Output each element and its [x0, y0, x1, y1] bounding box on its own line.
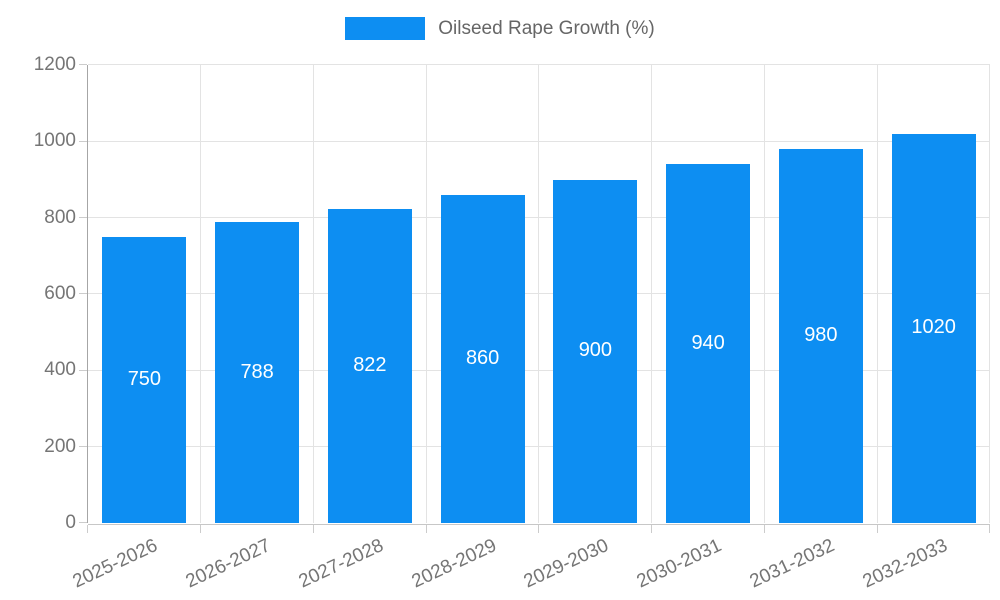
bar-value-label: 940 [691, 331, 725, 354]
y-axis-line [86, 65, 88, 523]
x-gridline [763, 65, 765, 523]
legend-label: Oilseed Rape Growth (%) [438, 18, 655, 39]
x-gridline [651, 65, 652, 523]
x-tick-mark [425, 524, 427, 533]
bar-value-label: 980 [804, 323, 838, 346]
bar-value-label: 750 [127, 367, 162, 390]
x-tick-label: 2025-2026 [70, 535, 162, 593]
y-gridline [88, 64, 990, 66]
x-gridline [538, 65, 540, 523]
x-tick-mark [651, 524, 652, 533]
legend-swatch [345, 17, 426, 40]
bar-2030-2031[interactable]: 940 [666, 164, 751, 523]
bar-2026-2027[interactable]: 788 [215, 222, 300, 523]
x-gridline [876, 65, 878, 523]
bar-value-label: 900 [578, 339, 613, 362]
x-axis-baseline [88, 523, 990, 525]
chart-legend[interactable]: Oilseed Rape Growth (%) [0, 17, 1000, 40]
bar-2027-2028[interactable]: 822 [327, 209, 412, 523]
y-tick-label: 600 [44, 283, 76, 304]
x-tick-mark [763, 524, 765, 533]
y-tick-label: 800 [44, 206, 76, 228]
y-tick-label: 200 [44, 435, 76, 457]
bar-value-label: 788 [240, 360, 274, 383]
bar-value-label: 1020 [911, 316, 956, 339]
bar-value-label: 860 [465, 346, 500, 369]
y-tick-mark [78, 216, 87, 218]
x-tick-mark [876, 524, 878, 533]
y-tick-label: 1000 [33, 130, 76, 152]
x-tick-mark [312, 524, 314, 533]
bar-2029-2030[interactable]: 900 [553, 179, 638, 523]
bar-2032-2033[interactable]: 1020 [891, 133, 976, 523]
bar-2031-2032[interactable]: 980 [778, 148, 863, 523]
x-gridline [989, 65, 991, 523]
y-tick-label: 400 [44, 359, 76, 381]
y-tick-label: 1200 [33, 54, 76, 75]
x-gridline [425, 65, 427, 523]
bar-2025-2026[interactable]: 750 [102, 236, 187, 523]
y-tick-label: 0 [65, 512, 76, 533]
x-tick-mark [538, 524, 540, 533]
x-tick-mark [200, 524, 201, 533]
bar-2028-2029[interactable]: 860 [440, 194, 525, 523]
bar-value-label: 822 [353, 354, 387, 377]
y-tick-mark [78, 140, 87, 142]
plot-area: 750 788 822 860 900 940 980 1020 [78, 64, 991, 533]
y-tick-mark [78, 369, 87, 371]
y-tick-mark [78, 293, 87, 295]
y-tick-mark [78, 522, 87, 524]
y-tick-mark [78, 445, 87, 447]
x-tick-mark [87, 524, 89, 533]
x-gridline [312, 65, 314, 523]
y-tick-mark [78, 64, 87, 66]
x-gridline [200, 65, 201, 523]
x-tick-mark [989, 524, 991, 533]
